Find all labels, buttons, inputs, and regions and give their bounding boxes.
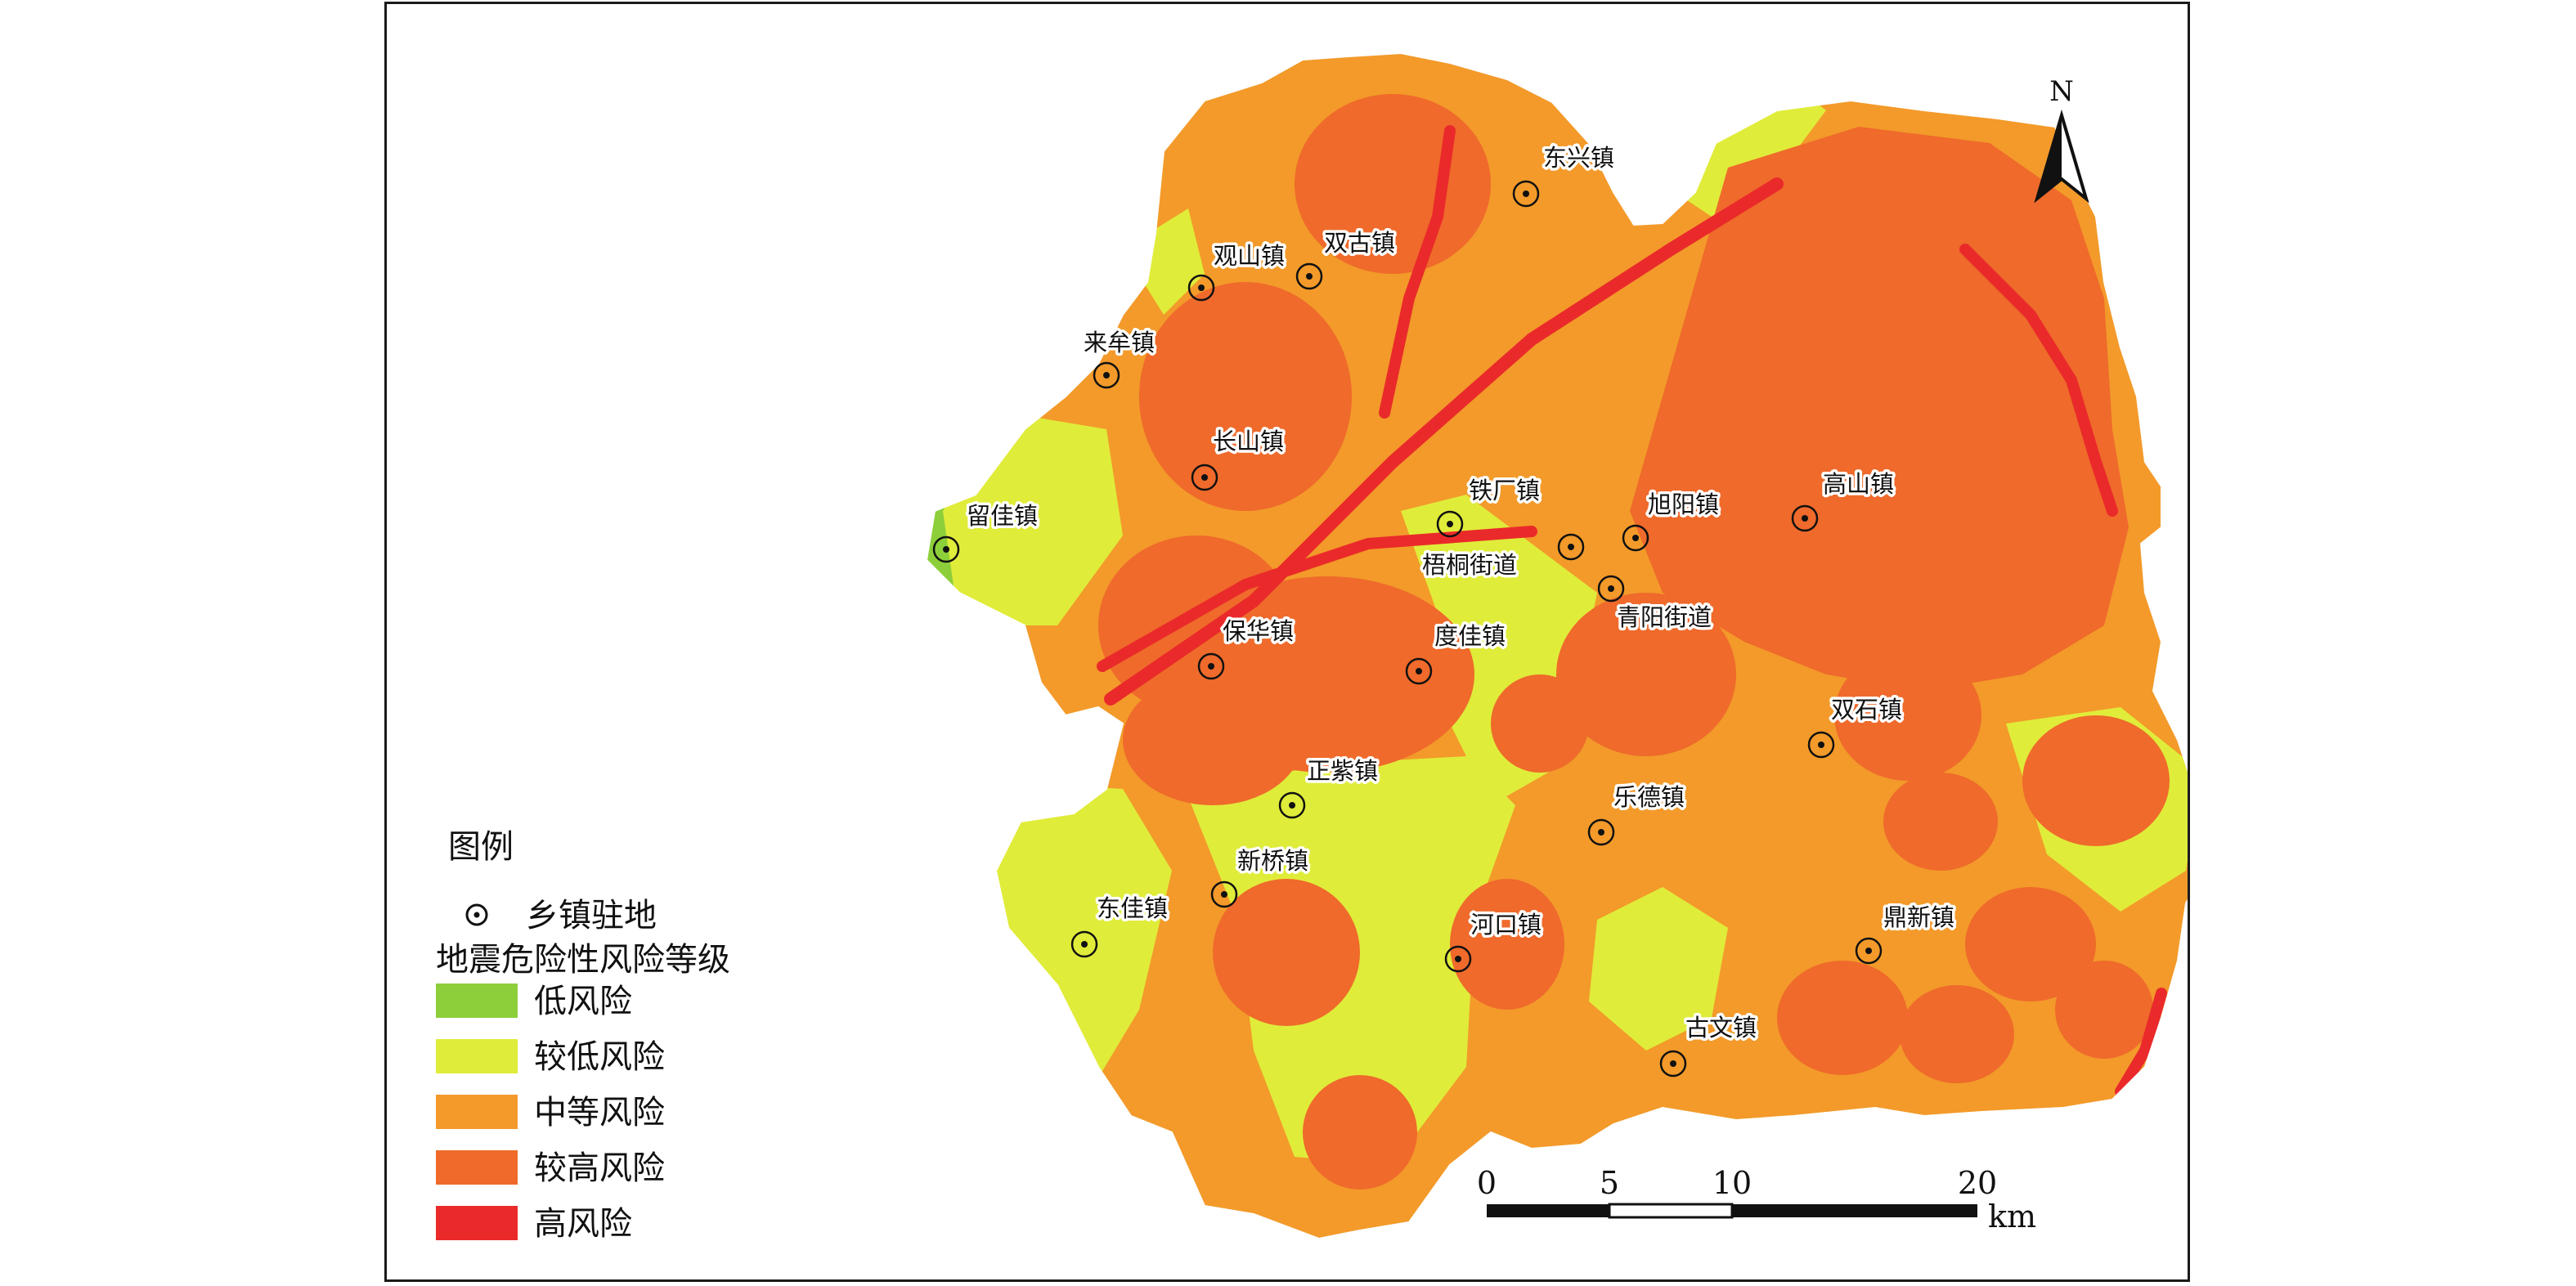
town-marker-icon[interactable] [1807,731,1835,759]
town-label: 留佳镇 [967,502,1038,530]
town-marker-icon[interactable] [1210,880,1238,908]
town-7[interactable]: 铁厂镇 [1436,474,1543,538]
legend-swatch-5 [436,1206,518,1240]
town-13[interactable]: 度佳镇 [1405,620,1509,685]
town-label: 新桥镇 [1237,847,1308,875]
town-label: 正紫镇 [1307,757,1378,785]
high-risk-faults [1097,125,2167,1097]
scale-tick-10: 10 [1712,1165,1752,1201]
town-18[interactable]: 东佳镇 [1070,892,1171,958]
town-marker-icon[interactable] [1444,945,1472,973]
town-marker-icon[interactable] [1587,818,1615,846]
town-label: 长山镇 [1213,428,1284,455]
town-marker-icon[interactable] [1093,361,1120,389]
town-marker-icon[interactable] [1278,791,1306,819]
town-label: 保华镇 [1223,617,1294,645]
fault-line-main [1104,177,1784,706]
legend-swatch-2 [436,1039,518,1073]
town-label: 东佳镇 [1097,894,1168,922]
town-marker-icon[interactable] [1855,937,1883,965]
town-marker-icon[interactable] [932,535,960,563]
town-label: 双古镇 [1324,229,1395,257]
legend-title: 图例 [448,828,514,866]
town-label: 度佳镇 [1434,622,1506,650]
town-8[interactable]: 梧桐街道 [1420,533,1585,582]
town-19[interactable]: 河口镇 [1444,908,1545,973]
town-9[interactable]: 旭阳镇 [1622,488,1722,552]
risk-surface [927,53,2188,1239]
scale-unit: km [1988,1199,2036,1234]
town-marker-icon[interactable] [1622,524,1649,552]
fault-line-east [1959,244,2118,517]
town-label: 铁厂镇 [1469,477,1540,504]
scale-tick-0: 0 [1477,1165,1497,1201]
town-12[interactable]: 保华镇 [1197,615,1297,680]
fault-line-north [1379,125,1456,419]
town-4[interactable]: 来牟镇 [1081,326,1158,389]
town-17[interactable]: 新桥镇 [1210,845,1312,908]
legend-class-label-5: 高风险 [534,1205,632,1243]
town-3[interactable]: 双古镇 [1295,226,1398,290]
legend-swatch-3 [436,1095,518,1129]
legend-swatch-1 [436,984,518,1018]
town-label: 梧桐街道 [1422,551,1517,579]
legend-class-label-4: 较高风险 [534,1149,665,1187]
north-label: N [2049,75,2074,108]
town-15[interactable]: 正紫镇 [1278,755,1381,819]
legend-class-label-1: 低风险 [534,983,632,1020]
town-label: 乐德镇 [1613,783,1685,811]
north-arrow: N [2034,75,2089,204]
legend-swatch-4 [436,1150,518,1185]
town-label: 青阳街道 [1617,603,1712,631]
fault-line-southeast [2115,988,2167,1097]
county-boundary [925,52,2188,1240]
map-frame: 东兴镇观山镇 双古镇来牟镇长山镇留佳镇 铁厂镇梧桐街道 旭阳镇青阳街道 高山镇保华镇 度佳… [384,2,2190,1282]
town-label: 双石镇 [1831,696,1902,724]
town-marker-icon[interactable] [1597,575,1625,603]
town-marker-icon[interactable] [1191,464,1218,491]
scale-bar: 0 5 10 20 km [1477,1165,2036,1234]
town-label: 古文镇 [1685,1014,1757,1042]
scale-tick-20: 20 [1958,1165,1997,1201]
town-marker-icon[interactable] [1405,657,1433,685]
town-marker-icon[interactable] [1070,930,1098,958]
town-label: 来牟镇 [1084,329,1155,356]
town-1[interactable]: 东兴镇 [1512,141,1618,208]
legend-class-label-2: 较低风险 [534,1038,665,1076]
town-label: 鼎新镇 [1883,903,1954,931]
town-marker-icon[interactable] [1187,274,1215,302]
town-14[interactable]: 双石镇 [1807,693,1905,759]
town-label: 旭阳镇 [1648,491,1719,518]
legend-town-label: 乡镇驻地 [526,897,657,934]
town-marker-icon[interactable] [1659,1050,1687,1078]
town-2[interactable]: 观山镇 [1187,240,1288,302]
town-11[interactable]: 高山镇 [1791,468,1897,532]
town-label: 高山镇 [1823,470,1894,498]
higher-risk-zones [1098,94,2170,1190]
town-marker-icon[interactable] [1295,262,1323,290]
town-marker-icon[interactable] [1512,180,1540,208]
town-10[interactable]: 青阳街道 [1597,575,1715,634]
town-16[interactable]: 乐德镇 [1587,781,1688,846]
town-label: 河口镇 [1470,911,1542,939]
town-21[interactable]: 古文镇 [1659,1011,1760,1078]
town-marker-icon[interactable] [1557,533,1585,561]
legend-class-label-3: 中等风险 [534,1094,665,1131]
fault-line-lower [1097,526,1537,672]
town-marker-icon[interactable] [1197,652,1225,680]
town-5[interactable]: 长山镇 [1191,425,1287,491]
town-label: 观山镇 [1214,242,1285,270]
town-marker-icon[interactable] [1791,504,1819,532]
town-marker-icon[interactable] [1436,510,1464,538]
town-6[interactable]: 留佳镇 [932,500,1041,563]
town-label: 东兴镇 [1543,144,1614,172]
scale-tick-5: 5 [1600,1165,1619,1201]
town-20[interactable]: 鼎新镇 [1855,901,1958,965]
legend-risk-heading: 地震危险性风险等级 [436,941,730,979]
